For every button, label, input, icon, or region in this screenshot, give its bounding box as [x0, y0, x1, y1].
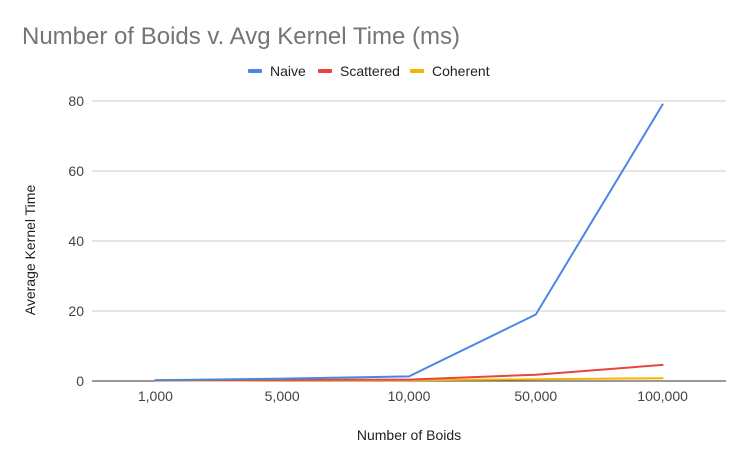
y-tick-label: 40	[68, 233, 84, 249]
y-axis-ticks: 0 20 40 60 80	[68, 93, 84, 389]
series-lines	[154, 103, 664, 382]
legend-label: Scattered	[340, 63, 400, 79]
x-axis-ticks: 1,000 5,000 10,000 50,000 100,000	[138, 388, 688, 404]
x-axis-label: Number of Boids	[357, 427, 461, 443]
y-axis-label: Average Kernel Time	[22, 185, 38, 316]
legend-swatch	[318, 69, 332, 73]
gridlines	[92, 100, 726, 382]
legend-label: Coherent	[432, 63, 490, 79]
chart-title: Number of Boids v. Avg Kernel Time (ms)	[22, 23, 460, 50]
y-tick-label: 80	[68, 93, 84, 109]
x-tick-label: 100,000	[637, 388, 688, 404]
x-tick-label: 5,000	[265, 388, 300, 404]
x-tick-label: 1,000	[138, 388, 173, 404]
legend-label: Naive	[270, 63, 306, 79]
series-line-naive	[154, 103, 664, 382]
x-tick-label: 10,000	[388, 388, 431, 404]
x-tick-label: 50,000	[514, 388, 557, 404]
y-tick-label: 20	[68, 303, 84, 319]
legend: Naive Scattered Coherent	[248, 63, 490, 79]
legend-swatch	[248, 69, 262, 73]
legend-swatch	[410, 69, 424, 73]
y-tick-label: 0	[76, 373, 84, 389]
y-tick-label: 60	[68, 163, 84, 179]
